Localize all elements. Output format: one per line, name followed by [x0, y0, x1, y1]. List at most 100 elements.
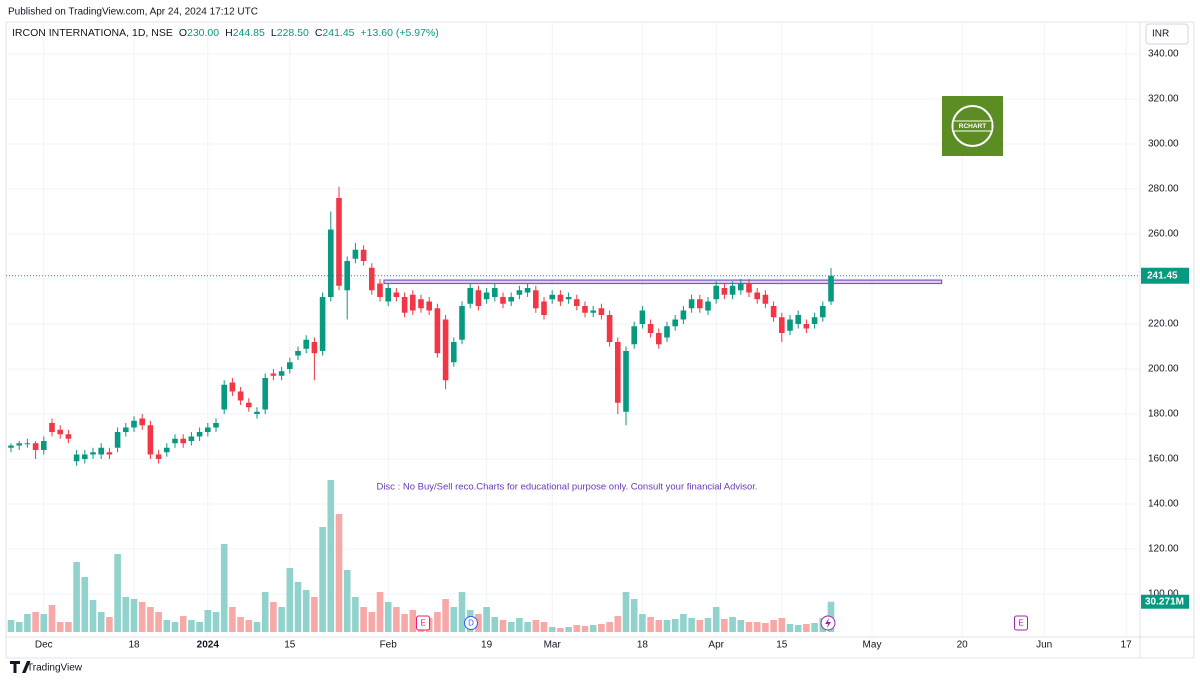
volume-bar — [778, 618, 786, 632]
candle-body — [352, 249, 359, 259]
candle-body — [205, 427, 211, 432]
candle-body — [697, 299, 703, 309]
candle-body — [82, 454, 88, 459]
volume-bar — [147, 607, 154, 632]
candle-body — [803, 324, 810, 329]
resistance-zone — [383, 279, 943, 285]
volume-bar — [212, 612, 220, 632]
volume-bar — [581, 626, 589, 632]
volume-bar — [762, 623, 769, 632]
volume-bar — [483, 607, 490, 632]
candle-body — [557, 294, 564, 302]
volume-bar — [352, 597, 359, 632]
volume-bar — [114, 554, 121, 632]
volume-bar — [548, 627, 556, 632]
candle-body — [196, 432, 203, 437]
candle-body — [811, 317, 818, 324]
volume-bar — [40, 614, 48, 632]
candle-body — [508, 297, 514, 302]
candle-body — [541, 301, 547, 315]
candle-body — [114, 432, 121, 448]
volume-bar — [622, 592, 630, 632]
candle-body — [344, 261, 350, 291]
event-marker[interactable] — [416, 615, 430, 631]
candle-body — [680, 310, 687, 320]
candle-body — [90, 452, 96, 455]
volume-bar — [188, 620, 195, 632]
candle-body — [434, 308, 441, 354]
candle-body — [598, 308, 605, 315]
x-tick-label: Apr — [708, 640, 724, 651]
volume-bar — [97, 612, 105, 632]
candle-body — [664, 326, 670, 338]
candle-body — [155, 454, 162, 459]
legend-item: 230.00 — [187, 27, 219, 39]
volume-bar — [65, 622, 72, 632]
x-tick-label: Feb — [380, 640, 398, 651]
candle-body — [574, 299, 580, 306]
volume-bar — [630, 599, 638, 632]
currency-box[interactable] — [1145, 23, 1189, 45]
candle-body — [98, 447, 104, 455]
last-price-label: 241.45 — [1147, 270, 1178, 281]
candle-body — [24, 443, 31, 445]
volume-bar — [499, 620, 507, 632]
y-tick-label: 320.00 — [1148, 94, 1179, 105]
legend-item: L — [271, 27, 277, 39]
volume-bar — [294, 582, 302, 632]
candle-body — [377, 283, 383, 297]
candle-body — [369, 267, 375, 291]
currency[interactable]: INR — [1152, 29, 1169, 40]
volume-bar — [229, 607, 236, 632]
candle-body — [451, 342, 457, 363]
x-tick-label: 18 — [637, 640, 649, 651]
candle-body — [360, 249, 367, 261]
volume-bar — [278, 607, 285, 632]
candle-body — [754, 292, 760, 300]
candle-body — [590, 310, 596, 313]
legend-item: 244.85 — [233, 27, 265, 39]
candle-body — [492, 288, 498, 297]
event-marker[interactable] — [464, 616, 478, 630]
candle-body — [147, 425, 154, 455]
volume-bar — [639, 614, 646, 632]
candle-body — [311, 342, 318, 354]
volume-bar — [680, 614, 687, 632]
event-label: E — [1018, 619, 1023, 628]
legend-item: 241.45 — [322, 27, 354, 39]
candle-body — [278, 371, 285, 376]
legend-item: C — [315, 27, 323, 39]
volume-bar — [721, 619, 728, 632]
candle-body — [410, 294, 416, 311]
candle-body — [8, 445, 14, 448]
legend-item: O — [179, 27, 187, 39]
volume-bar — [507, 622, 515, 632]
candle-body — [688, 299, 695, 309]
candle-body — [787, 319, 793, 331]
candle-body — [475, 290, 482, 306]
volume-bar — [311, 597, 318, 632]
volume-bar — [491, 617, 499, 632]
event-marker[interactable] — [1014, 615, 1028, 631]
candle-body — [213, 423, 219, 428]
candle-body — [500, 297, 506, 304]
candle-body — [770, 306, 777, 318]
candle-body — [713, 285, 719, 300]
volume-bar — [32, 612, 39, 632]
volume-bar — [327, 480, 335, 632]
candle-body — [738, 283, 744, 291]
last-volume-label: 30.271M — [1145, 596, 1184, 607]
candle-body — [418, 299, 424, 309]
candle-body — [516, 290, 523, 295]
disclaimer: Disc : No Buy/Sell reco.Charts for educa… — [376, 482, 757, 493]
x-tick-label: 20 — [957, 640, 969, 651]
volume-bar — [598, 624, 605, 632]
volume-bar — [343, 570, 351, 632]
candle-body — [385, 288, 391, 302]
x-tick-label: Dec — [35, 640, 53, 651]
volume-bar — [163, 620, 171, 632]
candle-body — [582, 306, 588, 313]
